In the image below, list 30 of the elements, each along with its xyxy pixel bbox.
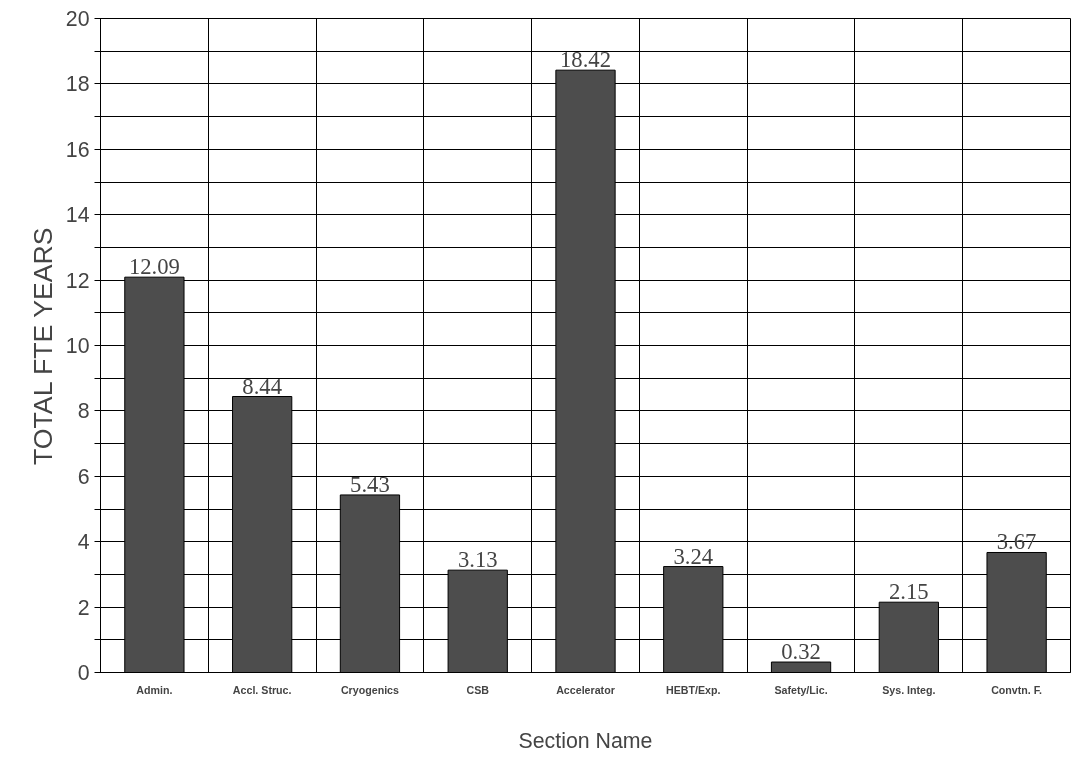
y-tick-label: 14 bbox=[65, 203, 90, 228]
y-tick-label: 2 bbox=[77, 595, 90, 620]
data-label: 8.44 bbox=[242, 373, 282, 399]
data-label: 5.43 bbox=[350, 471, 390, 497]
y-tick-label: 4 bbox=[77, 530, 90, 555]
y-tick-label: 18 bbox=[65, 72, 90, 97]
data-label: 2.15 bbox=[889, 579, 929, 605]
y-tick-label: 6 bbox=[77, 464, 90, 489]
x-tick-label: CSB bbox=[466, 683, 490, 696]
x-tick-label: Sys. Integ. bbox=[882, 683, 936, 696]
x-tick-label: Convtn. F. bbox=[991, 683, 1043, 696]
data-label: 0.32 bbox=[781, 639, 821, 665]
data-label: 18.42 bbox=[560, 47, 611, 73]
y-tick-label: 12 bbox=[65, 268, 90, 293]
y-tick-label: 0 bbox=[77, 661, 90, 685]
y-tick-label: 16 bbox=[65, 137, 90, 162]
data-label: 3.13 bbox=[457, 547, 498, 573]
x-tick-label: Accelerator bbox=[556, 683, 615, 696]
x-tick-label: Admin. bbox=[136, 683, 173, 696]
x-tick-label: Cryogenics bbox=[340, 683, 400, 696]
y-tick-label: 10 bbox=[65, 334, 90, 358]
x-tick-label: Safety/Lic. bbox=[774, 683, 828, 696]
data-label: 12.09 bbox=[128, 254, 180, 280]
x-tick-label: HEBT/Exp. bbox=[666, 683, 721, 696]
y-axis-title: TOTAL FTE YEARS bbox=[27, 227, 58, 465]
data-label: 3.24 bbox=[673, 543, 714, 569]
x-axis-title: Section Name bbox=[518, 728, 653, 753]
y-tick-label: 8 bbox=[77, 399, 90, 424]
y-tick-label: 20 bbox=[65, 7, 90, 31]
x-tick-label: Accl. Struc. bbox=[232, 683, 292, 696]
